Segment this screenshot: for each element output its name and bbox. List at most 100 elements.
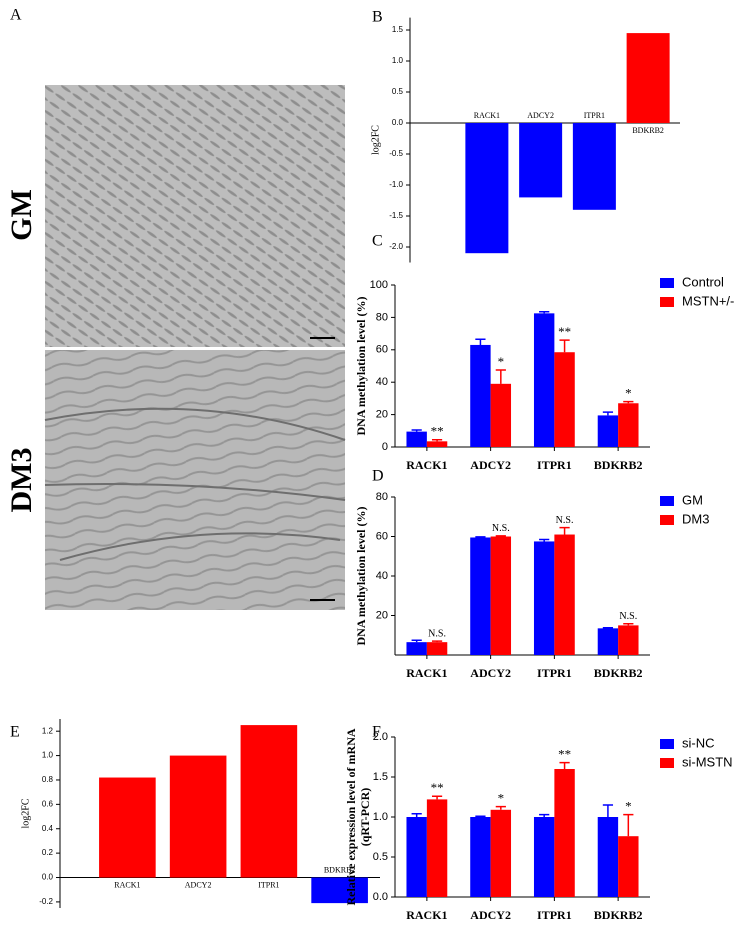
x-tick-label: ADCY2 — [470, 666, 511, 680]
y-tick-label: 60 — [376, 344, 388, 356]
bar — [406, 642, 427, 655]
error-bar — [539, 310, 550, 314]
error-bar — [495, 369, 506, 384]
bar — [470, 817, 491, 897]
y-tick-label: 0.0 — [42, 873, 54, 882]
x-tick-label: RACK1 — [406, 458, 447, 472]
error-bar — [475, 338, 486, 345]
legend-label: DM3 — [682, 511, 709, 526]
y-tick-label: -1.0 — [389, 180, 403, 189]
error-bar — [623, 400, 634, 404]
legend-label: si-MSTN — [682, 754, 733, 769]
y-tick-label: 40 — [376, 570, 388, 582]
y-tick-label: 1.2 — [42, 726, 54, 735]
myotube — [44, 407, 346, 561]
y-tick-label: 100 — [370, 279, 388, 291]
bar — [169, 755, 227, 878]
bar — [490, 383, 512, 447]
image-label: GM — [5, 189, 38, 241]
bar — [465, 123, 509, 254]
error-bar — [495, 535, 506, 537]
error-bar — [411, 639, 422, 643]
significance-label: * — [498, 354, 505, 369]
significance-label: ** — [558, 747, 571, 762]
micrograph — [45, 350, 345, 610]
error-bar — [623, 813, 634, 837]
significance-label: N.S. — [492, 523, 510, 534]
error-bar — [411, 429, 422, 432]
significance-label: ** — [431, 424, 444, 439]
bar — [533, 313, 555, 447]
y-tick-label: 60 — [376, 530, 388, 542]
legend-swatch — [660, 758, 674, 768]
x-tick-label: ADCY2 — [185, 880, 212, 889]
panel-label: F — [372, 724, 381, 741]
error-bar — [539, 538, 550, 542]
legend-label: si-NC — [682, 735, 715, 750]
y-axis-label: Relative expression level of mRNA — [344, 728, 358, 905]
x-tick-label: ITPR1 — [258, 880, 279, 889]
error-bar — [411, 813, 422, 817]
bar — [99, 777, 156, 878]
x-tick-label: ADCY2 — [470, 908, 511, 922]
bar — [618, 625, 639, 655]
bar — [533, 817, 555, 897]
significance-label: N.S. — [428, 628, 446, 639]
bar — [426, 441, 448, 447]
y-axis-label: log2FC — [370, 125, 381, 155]
y-tick-label: 2.0 — [373, 731, 388, 743]
error-bar — [539, 813, 550, 817]
error-bar — [431, 795, 443, 800]
y-tick-label: 80 — [376, 311, 388, 323]
y-tick-label: 0.0 — [392, 118, 404, 127]
panel-label: B — [372, 9, 383, 26]
x-tick-label: ITPR1 — [584, 111, 605, 120]
panel-label: A — [10, 7, 22, 24]
y-tick-label: 0.8 — [42, 775, 54, 784]
x-tick-label: ITPR1 — [537, 666, 572, 680]
error-bar — [559, 761, 570, 769]
y-tick-label: 0.6 — [42, 799, 54, 808]
x-tick-label: RACK1 — [114, 880, 140, 889]
y-axis-label: (qRT-PCR) — [358, 788, 372, 846]
y-tick-label: -2.0 — [389, 242, 403, 251]
x-tick-label: BDKRB2 — [594, 458, 643, 472]
significance-label: * — [498, 791, 505, 806]
x-tick-label: RACK1 — [406, 666, 447, 680]
significance-label: * — [625, 799, 632, 814]
bar — [240, 725, 298, 878]
bar — [490, 809, 512, 897]
y-axis-label: DNA methylation level (%) — [354, 297, 368, 436]
legend-swatch — [660, 496, 674, 506]
y-tick-label: 40 — [376, 376, 388, 388]
x-tick-label: ITPR1 — [537, 458, 572, 472]
bar — [572, 123, 616, 210]
bar — [618, 403, 639, 447]
bar — [597, 817, 619, 897]
error-bar — [559, 526, 570, 535]
bar — [311, 877, 368, 904]
y-axis-label: DNA methylation level (%) — [354, 507, 368, 646]
significance-label: ** — [431, 780, 444, 795]
y-tick-label: 20 — [376, 609, 388, 621]
y-tick-label: 0 — [382, 441, 388, 453]
x-tick-label: RACK1 — [406, 908, 447, 922]
y-tick-label: -1.5 — [389, 211, 403, 220]
significance-label: N.S. — [556, 515, 574, 526]
error-bar — [602, 804, 614, 817]
y-axis-label: log2FC — [20, 798, 31, 828]
panel-label: E — [10, 724, 20, 741]
y-tick-label: 0.0 — [373, 891, 388, 903]
significance-label: * — [625, 386, 632, 401]
legend-label: MSTN+/- — [682, 293, 734, 308]
y-tick-label: -0.2 — [39, 897, 53, 906]
y-tick-label: -0.5 — [389, 149, 403, 158]
legend-swatch — [660, 297, 674, 307]
error-bar — [431, 640, 443, 643]
x-tick-label: BDKRB2 — [594, 666, 643, 680]
bar — [426, 642, 448, 655]
legend-label: GM — [682, 492, 703, 507]
panel-label: D — [372, 468, 384, 485]
image-label: DM3 — [5, 448, 38, 513]
